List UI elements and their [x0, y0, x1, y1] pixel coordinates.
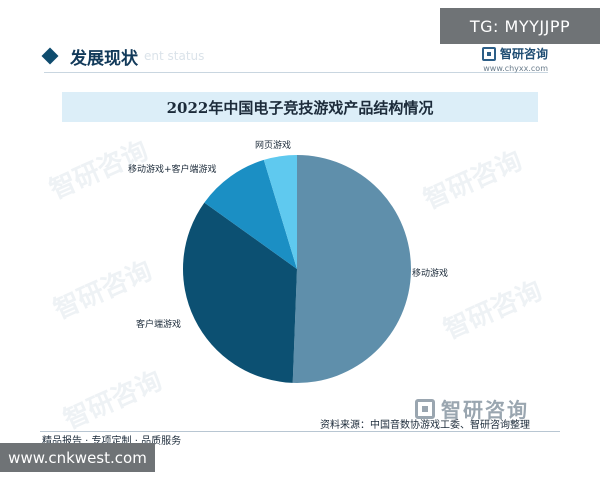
bottom-brand: 智研咨询: [415, 394, 529, 423]
chart-title: 2022年中国电子竞技游戏产品结构情况: [166, 98, 434, 117]
brand-block: 智研咨询 www.chyxx.com: [481, 45, 548, 73]
slice-label: 移动游戏+客户端游戏: [128, 163, 217, 175]
site-url-tag: www.cnkwest.com: [0, 443, 155, 472]
bottom-brand-name: 智研咨询: [441, 398, 529, 422]
telegram-tag: TG: MYYJJPP: [440, 8, 600, 44]
pie-slice: [263, 155, 297, 269]
section-subtitle: ent status: [144, 49, 205, 63]
section-title: 发展现状: [70, 48, 138, 69]
chart-title-bar: 2022年中国电子竞技游戏产品结构情况: [62, 92, 538, 122]
brand-url: www.chyxx.com: [483, 64, 548, 73]
footer-divider: [40, 431, 560, 432]
footer-tagline: 精品报告 · 专项定制 · 品质服务: [42, 436, 182, 447]
pie-slice: [182, 202, 297, 383]
slice-label: 移动游戏: [412, 267, 448, 279]
brand-name: 智研咨询: [499, 47, 548, 61]
pie-slice: [204, 159, 297, 269]
pie-slice: [292, 155, 411, 383]
brand-logo-icon: [481, 46, 496, 61]
header-divider: [44, 72, 548, 73]
bottom-logo-icon: [415, 398, 435, 419]
source-note: 资料来源：中国音数协游戏工委、智研咨询整理: [320, 420, 530, 431]
slice-label: 客户端游戏: [136, 318, 181, 330]
slice-label: 网页游戏: [255, 139, 291, 151]
section-header: 发展现状 ent status: [41, 40, 205, 72]
